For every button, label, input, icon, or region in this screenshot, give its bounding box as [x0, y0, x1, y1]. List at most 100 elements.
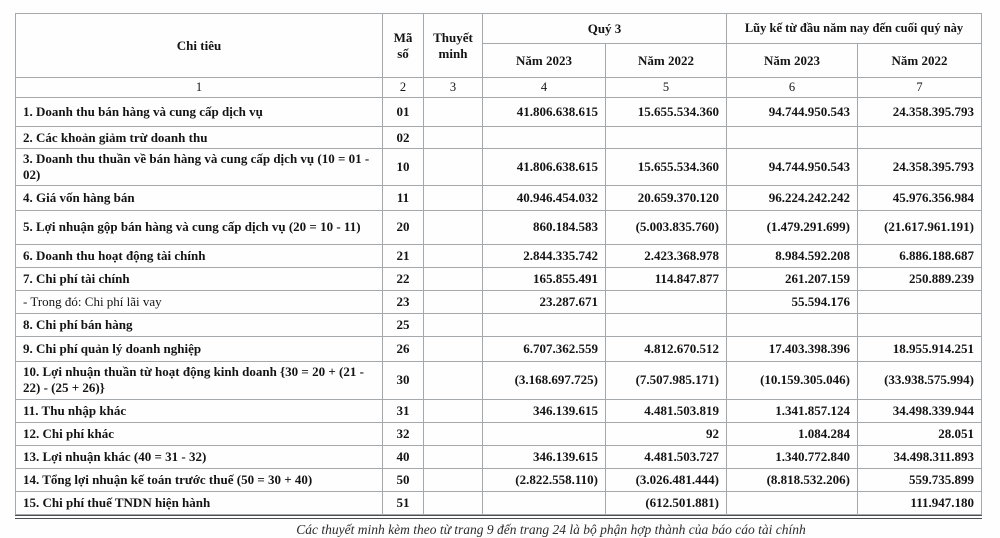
row-ytd-2023-cell: 261.207.159 — [726, 266, 858, 291]
header-cell-q3-nam-2022: Năm 2022 — [605, 43, 727, 78]
row-code-cell: 20 — [382, 209, 424, 245]
row-code-cell: 22 — [382, 266, 424, 291]
row-label-cell: 13. Lợi nhuận khác (40 = 31 - 32) — [15, 444, 383, 469]
row-q3-2023-cell — [482, 490, 606, 515]
table-row: 1. Doanh thu bán hàng và cung cấp dịch v… — [15, 97, 982, 127]
table-row: 12. Chi phí khác 32 92 1.084.284 28.051 — [15, 421, 982, 446]
row-label-cell: 12. Chi phí khác — [15, 421, 383, 446]
row-note-cell — [423, 398, 483, 423]
row-code-cell: 23 — [382, 289, 424, 314]
row-q3-2022-cell: (612.501.881) — [605, 490, 727, 515]
row-label-cell: 14. Tổng lợi nhuận kế toán trước thuế (5… — [15, 467, 383, 492]
row-q3-2022-cell: (5.003.835.760) — [605, 209, 727, 245]
row-code-cell: 01 — [382, 97, 424, 127]
table-row: 8. Chi phí bán hàng 25 — [15, 312, 982, 337]
column-number-2: 2 — [382, 77, 424, 98]
row-ytd-2023-cell: (1.479.291.699) — [726, 209, 858, 245]
row-ytd-2022-cell: 28.051 — [857, 421, 982, 446]
row-ytd-2023-cell: 17.403.398.396 — [726, 335, 858, 362]
row-label-cell: - Trong đó: Chi phí lãi vay — [15, 289, 383, 314]
row-ytd-2023-cell — [726, 126, 858, 149]
row-q3-2023-cell: 346.139.615 — [482, 398, 606, 423]
row-q3-2022-cell: (7.507.985.171) — [605, 360, 727, 400]
row-label-cell: 2. Các khoản giảm trừ doanh thu — [15, 126, 383, 149]
row-q3-2022-cell: 20.659.370.120 — [605, 184, 727, 211]
row-note-cell — [423, 266, 483, 291]
header-cell-thuyet-minh: Thuyết minh — [423, 13, 483, 78]
table-row: 13. Lợi nhuận khác (40 = 31 - 32) 40 346… — [15, 444, 982, 469]
row-note-cell — [423, 148, 483, 186]
row-q3-2022-cell — [605, 126, 727, 149]
table-row: 11. Thu nhập khác 31 346.139.615 4.481.5… — [15, 398, 982, 423]
row-ytd-2022-cell: 24.358.395.793 — [857, 97, 982, 127]
table-header: Chi tiêu Mã số Thuyết minh Quý 3 Lũy kế … — [15, 13, 982, 98]
table-row: 14. Tổng lợi nhuận kế toán trước thuế (5… — [15, 467, 982, 492]
row-ytd-2023-cell: 96.224.242.242 — [726, 184, 858, 211]
row-code-cell: 02 — [382, 126, 424, 149]
row-ytd-2022-cell: 18.955.914.251 — [857, 335, 982, 362]
row-q3-2022-cell: 15.655.534.360 — [605, 148, 727, 186]
row-label-cell: 10. Lợi nhuận thuần từ hoạt động kinh do… — [15, 360, 383, 400]
row-note-cell — [423, 444, 483, 469]
row-label-cell: 5. Lợi nhuận gộp bán hàng và cung cấp dị… — [15, 209, 383, 245]
row-label-cell: 1. Doanh thu bán hàng và cung cấp dịch v… — [15, 97, 383, 127]
table-row: 6. Doanh thu hoạt động tài chính 21 2.84… — [15, 243, 982, 268]
row-ytd-2022-cell — [857, 126, 982, 149]
row-q3-2022-cell: (3.026.481.444) — [605, 467, 727, 492]
row-code-cell: 50 — [382, 467, 424, 492]
row-note-cell — [423, 490, 483, 515]
row-code-cell: 21 — [382, 243, 424, 268]
row-label-cell: 7. Chi phí tài chính — [15, 266, 383, 291]
row-label-cell: 15. Chi phí thuế TNDN hiện hành — [15, 490, 383, 515]
row-q3-2022-cell: 4.481.503.727 — [605, 444, 727, 469]
row-q3-2022-cell: 92 — [605, 421, 727, 446]
header-cell-ytd-nam-2022: Năm 2022 — [857, 43, 982, 78]
row-q3-2022-cell: 15.655.534.360 — [605, 97, 727, 127]
row-q3-2023-cell: 41.806.638.615 — [482, 97, 606, 127]
table-row: 10. Lợi nhuận thuần từ hoạt động kinh do… — [15, 360, 982, 400]
header-cell-quy-3: Quý 3 — [482, 13, 727, 44]
row-note-cell — [423, 209, 483, 245]
row-ytd-2022-cell — [857, 312, 982, 337]
table-row: 5. Lợi nhuận gộp bán hàng và cung cấp dị… — [15, 209, 982, 245]
row-code-cell: 26 — [382, 335, 424, 362]
row-code-cell: 51 — [382, 490, 424, 515]
row-q3-2023-cell — [482, 421, 606, 446]
column-number-3: 3 — [423, 77, 483, 98]
row-code-cell: 32 — [382, 421, 424, 446]
row-q3-2022-cell — [605, 289, 727, 314]
row-ytd-2022-cell: 6.886.188.687 — [857, 243, 982, 268]
row-ytd-2022-cell: 45.976.356.984 — [857, 184, 982, 211]
bottom-double-rule — [15, 514, 982, 519]
row-ytd-2023-cell: 1.341.857.124 — [726, 398, 858, 423]
row-note-cell — [423, 243, 483, 268]
row-note-cell — [423, 467, 483, 492]
header-cell-q3-nam-2023: Năm 2023 — [482, 43, 606, 78]
row-code-cell: 40 — [382, 444, 424, 469]
row-label-cell: 11. Thu nhập khác — [15, 398, 383, 423]
column-number-4: 4 — [482, 77, 606, 98]
row-note-cell — [423, 421, 483, 446]
row-q3-2022-cell — [605, 312, 727, 337]
row-ytd-2022-cell: 34.498.311.893 — [857, 444, 982, 469]
row-ytd-2023-cell: (10.159.305.046) — [726, 360, 858, 400]
row-ytd-2022-cell: (33.938.575.994) — [857, 360, 982, 400]
row-q3-2023-cell: 23.287.671 — [482, 289, 606, 314]
row-code-cell: 31 — [382, 398, 424, 423]
row-label-cell: 8. Chi phí bán hàng — [15, 312, 383, 337]
table-row: - Trong đó: Chi phí lãi vay 23 23.287.67… — [15, 289, 982, 314]
row-q3-2023-cell: (3.168.697.725) — [482, 360, 606, 400]
row-ytd-2023-cell: 8.984.592.208 — [726, 243, 858, 268]
table-row: 9. Chi phí quản lý doanh nghiệp 26 6.707… — [15, 335, 982, 362]
row-ytd-2023-cell — [726, 312, 858, 337]
row-code-cell: 25 — [382, 312, 424, 337]
row-q3-2022-cell: 4.481.503.819 — [605, 398, 727, 423]
row-ytd-2023-cell — [726, 490, 858, 515]
row-note-cell — [423, 289, 483, 314]
row-note-cell — [423, 312, 483, 337]
row-note-cell — [423, 97, 483, 127]
income-statement-table: Chi tiêu Mã số Thuyết minh Quý 3 Lũy kế … — [15, 13, 982, 515]
table-row: 2. Các khoản giảm trừ doanh thu 02 — [15, 126, 982, 149]
row-q3-2022-cell: 114.847.877 — [605, 266, 727, 291]
row-code-cell: 10 — [382, 148, 424, 186]
